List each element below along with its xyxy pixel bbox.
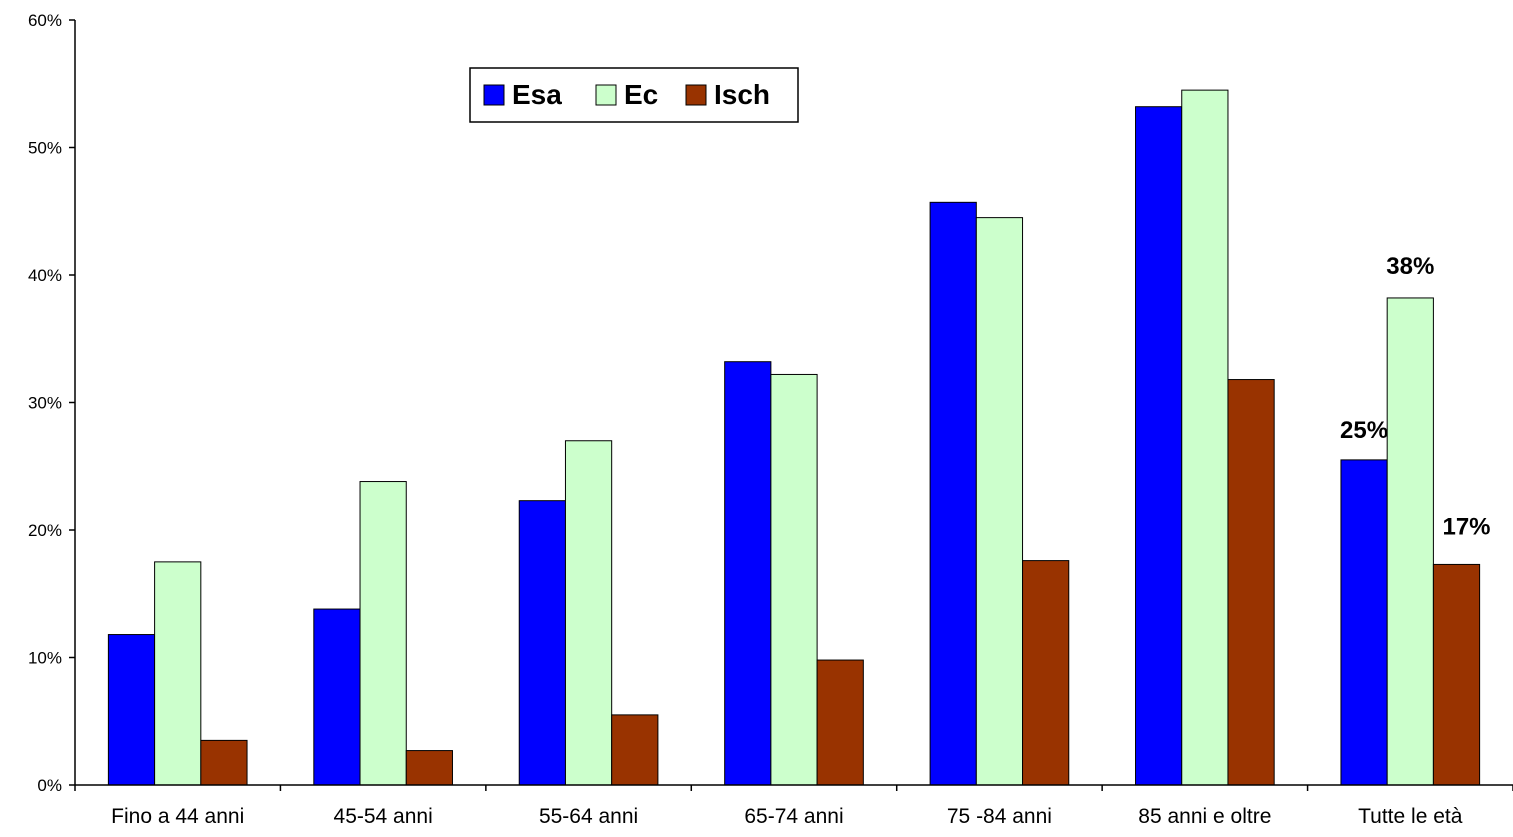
y-tick-label: 50% (28, 139, 62, 158)
bar-isch-75-84-anni (1022, 560, 1070, 786)
y-tick-label: 0% (37, 776, 62, 795)
bar-esa-85-anni-e-oltre (1135, 106, 1183, 786)
bar-isch-45-54-anni (405, 750, 453, 786)
x-tick-label-tutte-le-et: Tutte le età (1358, 805, 1463, 828)
legend-label-isch: Isch (714, 79, 770, 110)
x-tick-label-75-84-anni: 75 -84 anni (947, 805, 1052, 828)
bar-ec-45-54-anni (359, 481, 407, 786)
legend-label-esa: Esa (512, 79, 562, 110)
x-axis: Fino a 44 anni 45-54 anni 55-64 anni 65-74 … (74, 784, 1513, 828)
data-label-esa-tutte-le-et: 25% (1340, 417, 1388, 444)
bar-isch-fino-a-44-anni (200, 739, 248, 786)
bar-esa-45-54-anni (313, 608, 361, 786)
bar-esa-fino-a-44-anni (107, 634, 156, 786)
bar-isch-65-74-anni (816, 659, 864, 786)
y-axis: 0% 10% 20% 30% 40% 50% 60% (28, 11, 76, 795)
bar-ec-tutte-le-et (1386, 297, 1434, 786)
legend-swatch-isch (685, 84, 707, 106)
bar-ec-55-64-anni (564, 440, 613, 786)
x-tick-label-45-54-anni: 45-54 anni (334, 805, 433, 828)
bar-esa-tutte-le-et (1340, 459, 1388, 786)
bar-ec-65-74-anni (770, 373, 818, 786)
data-labels: 25% 38% 17% (1340, 253, 1490, 540)
bar-esa-55-64-anni (518, 500, 566, 786)
x-tick-label-65-74-anni: 65-74 anni (744, 805, 843, 828)
bar-isch-85-anni-e-oltre (1227, 379, 1275, 786)
y-tick-label: 40% (28, 266, 62, 285)
data-label-isch-tutte-le-et: 17% (1442, 513, 1490, 540)
bar-esa-75-84-anni (929, 201, 977, 786)
bar-ec-fino-a-44-anni (154, 561, 202, 786)
x-tick-label-85-anni-e-oltre: 85 anni e oltre (1138, 805, 1271, 828)
bar-isch-tutte-le-et (1432, 563, 1481, 786)
bar-esa-65-74-anni (724, 361, 772, 786)
legend: Esa Ec Isch (469, 67, 799, 123)
x-tick-label-55-64-anni: 55-64 anni (539, 805, 638, 828)
bar-ec-75-84-anni (975, 217, 1024, 786)
bar-isch-55-64-anni (611, 714, 659, 786)
x-tick-label-fino-a-44-anni: Fino a 44 anni (111, 805, 244, 828)
y-tick-label: 60% (28, 11, 62, 30)
data-label-ec-tutte-le-et: 38% (1386, 253, 1434, 280)
bar-ec-85-anni-e-oltre (1181, 89, 1229, 786)
legend-box (469, 67, 799, 123)
legend-swatch-ec (595, 84, 617, 106)
bars (107, 89, 1481, 786)
legend-label-ec: Ec (624, 79, 658, 110)
y-tick-label: 20% (28, 521, 62, 540)
y-tick-label: 30% (28, 394, 62, 413)
y-tick-label: 10% (28, 649, 62, 668)
legend-swatch-esa (483, 84, 505, 106)
